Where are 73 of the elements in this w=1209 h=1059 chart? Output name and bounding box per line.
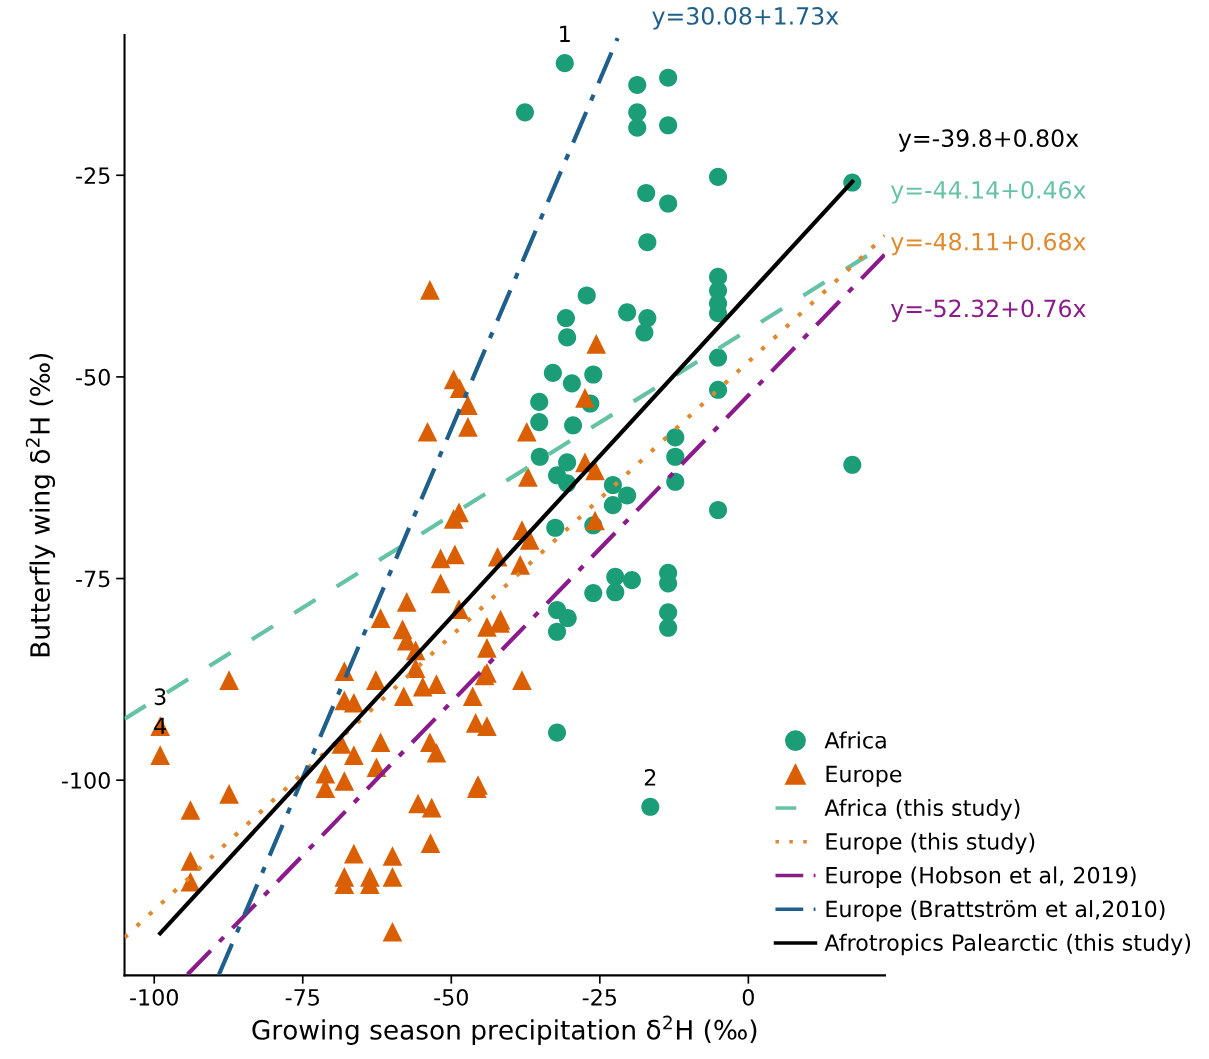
point [530, 413, 549, 432]
annotation: 1 [560, 25, 570, 42]
legend-label: Afrotropics Palearctic (this study) [824, 933, 1191, 956]
point [618, 303, 637, 322]
point [638, 233, 657, 252]
y-axis-title: Butterfly wing δ$^{2}$H (‰) [25, 353, 56, 657]
legend-label: Europe (this study) [826, 832, 1035, 855]
point [638, 308, 657, 328]
legend-label: Europe (Hobson et al, 2019) [826, 866, 1136, 888]
point [659, 68, 678, 87]
point [641, 797, 660, 816]
point [659, 618, 678, 637]
point [628, 118, 647, 137]
point [637, 183, 656, 203]
point [603, 475, 622, 495]
point [708, 167, 728, 186]
point [515, 103, 535, 122]
point [558, 328, 577, 347]
point [547, 723, 567, 742]
text: y=-48.11+0.68x [891, 232, 1086, 256]
legend-label: Africa [824, 731, 886, 749]
point [606, 583, 625, 602]
point [659, 116, 678, 135]
x-tick-label: -100 [130, 988, 178, 1006]
x-tick-label: -75 [285, 989, 319, 1006]
point [543, 363, 562, 382]
point [708, 500, 728, 520]
point [659, 603, 678, 622]
point [584, 365, 603, 384]
legend-label: Africa (this study) [824, 798, 1020, 821]
x-tick-label: -50 [434, 988, 468, 1006]
point [622, 571, 641, 590]
text: y=30.08+1.73x [652, 7, 839, 30]
text: y=-52.32+0.76x [891, 299, 1086, 322]
point [558, 453, 577, 472]
point [666, 472, 685, 491]
text: y=-39.8+0.80x [898, 129, 1079, 152]
text: y=-44.14+0.46x [891, 180, 1086, 204]
point [628, 103, 647, 122]
point [635, 323, 654, 342]
point [659, 194, 678, 213]
point [603, 496, 622, 515]
point [530, 392, 549, 411]
point [558, 609, 577, 628]
point [628, 75, 647, 95]
point [666, 428, 685, 447]
legend-label: Europe [826, 765, 902, 787]
y-tick-label: -25 [76, 167, 110, 185]
annotation: 2 [644, 769, 656, 786]
y-tick-label: -50 [76, 368, 110, 386]
annotation: 3 [154, 688, 166, 706]
point [618, 486, 637, 505]
y-tick-label: -100 [61, 772, 110, 789]
point [564, 416, 583, 435]
point [843, 455, 862, 474]
annotation: 4 [154, 717, 166, 734]
point [584, 584, 603, 603]
point [556, 308, 576, 328]
y-tick-label: -75 [76, 570, 110, 588]
point [666, 447, 685, 466]
point [546, 518, 565, 537]
point [606, 567, 625, 586]
x-tick-label: -25 [582, 988, 617, 1006]
point [547, 622, 567, 641]
legend-label: Europe (Brattström et al,2010) [826, 900, 1165, 922]
point [530, 447, 549, 466]
point [708, 348, 728, 367]
point [555, 54, 574, 73]
point [562, 374, 581, 393]
point [577, 286, 596, 305]
point [708, 380, 728, 399]
x-axis-title: Growing season precipitation δ$^{2}$H (‰) [252, 1015, 757, 1045]
x-tick-label: 0 [742, 988, 754, 1006]
